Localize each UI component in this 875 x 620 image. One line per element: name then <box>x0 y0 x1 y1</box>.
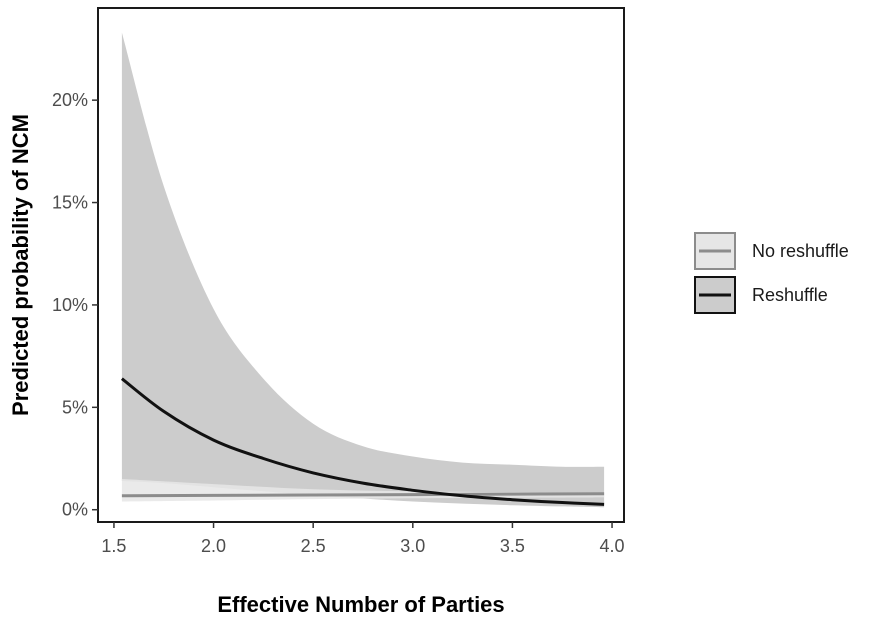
x-tick-label: 3.5 <box>500 536 525 556</box>
series-line-no-reshuffle <box>121 492 605 498</box>
legend-item-no-reshuffle: No reshuffle <box>694 232 849 270</box>
x-tick-label: 3.0 <box>400 536 425 556</box>
ribbon-reshuffle <box>121 32 605 508</box>
x-tick-label: 1.5 <box>101 536 126 556</box>
y-axis-title: Predicted probability of NCM <box>8 114 33 416</box>
x-tick-label: 4.0 <box>600 536 625 556</box>
y-tick-label: 5% <box>62 397 88 417</box>
x-tick-label: 2.5 <box>301 536 326 556</box>
y-tick-label: 10% <box>52 295 88 315</box>
plot-panel-border <box>97 7 625 523</box>
y-tick-label: 0% <box>62 500 88 520</box>
y-axis: 0% 5% 10% 15% 20% <box>52 90 98 520</box>
ribbon-layer <box>121 32 605 508</box>
x-tick-label: 2.0 <box>201 536 226 556</box>
legend: No reshuffle Reshuffle <box>694 232 849 314</box>
y-tick-label: 15% <box>52 193 88 213</box>
legend-label-no-reshuffle: No reshuffle <box>752 241 849 261</box>
series-line-reshuffle <box>120 377 605 506</box>
y-tick-label: 20% <box>52 90 88 110</box>
legend-label-reshuffle: Reshuffle <box>752 285 828 305</box>
x-axis: 1.5 2.0 2.5 3.0 3.5 4.0 <box>101 522 625 556</box>
line-layer <box>120 377 605 506</box>
x-axis-title: Effective Number of Parties <box>217 592 504 617</box>
legend-item-reshuffle: Reshuffle <box>694 276 828 314</box>
